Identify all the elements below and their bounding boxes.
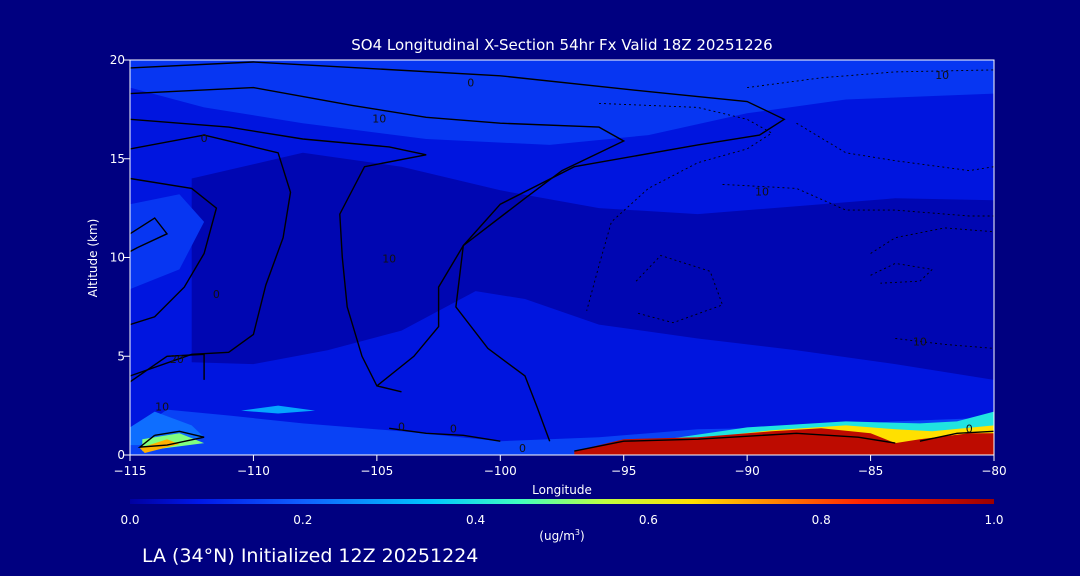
contour-label-5: 10: [935, 69, 949, 82]
contour-label-6: 0: [213, 288, 220, 301]
x-axis: −115 −110 −105 −100 −95 −90 −85 −80: [114, 455, 1007, 478]
x-tick-label: −100: [484, 464, 517, 478]
y-axis-label: Altitude (km): [86, 219, 100, 298]
colorbar-unit-close: ): [580, 529, 585, 543]
contour-line-c18: [870, 262, 934, 284]
contour-line-c15: [722, 183, 994, 217]
colorbar-unit-base: (ug/m: [539, 529, 575, 543]
colorbar-tick-label: 0.6: [639, 513, 658, 527]
contour-line-c9: [389, 427, 501, 442]
contour-label-13: 0: [519, 442, 526, 455]
x-tick-label: −80: [981, 464, 1006, 478]
contour-line-c14: [796, 122, 994, 172]
contour-line-c10: [574, 432, 896, 452]
y-tick-label: 10: [110, 251, 125, 265]
contour-line-layer: [130, 61, 994, 452]
concentration-fill-layer: [130, 60, 994, 455]
contour-label-8: 10: [913, 335, 927, 348]
contour-label-7: 10: [382, 253, 396, 266]
contour-line-c4: [130, 134, 292, 377]
contour-line-c7: [130, 353, 205, 383]
contour-label-11: 0: [398, 420, 405, 433]
x-tick-label: −90: [734, 464, 759, 478]
contour-label-3: 0: [201, 132, 208, 145]
chart-title: SO4 Longitudinal X-Section 54hr Fx Valid…: [351, 36, 772, 54]
contour-label-14: 0: [966, 422, 973, 435]
contour-line-c1: [130, 61, 786, 442]
concentration-fill-region-4: [130, 194, 205, 290]
colorbar-ramp: [130, 499, 994, 504]
colorbar-tick-label: 0.8: [812, 513, 831, 527]
contour-line-c8: [137, 430, 205, 448]
concentration-fill-region-2: [191, 152, 994, 380]
contour-line-c3: [130, 118, 427, 393]
x-tick-label: −115: [114, 464, 147, 478]
contour-line-c19: [895, 338, 994, 349]
x-axis-label: Longitude: [532, 483, 592, 497]
contour-label-12: 0: [450, 422, 457, 435]
colorbar-tick-label: 0.2: [293, 513, 312, 527]
colorbar-unit-exponent: 3: [575, 528, 580, 537]
plot-area: 0 10 0 10 10 0 10 10 20 10 0 0 0 0: [130, 60, 994, 455]
contour-line-c12: [586, 102, 773, 311]
contour-label-1: 0: [467, 77, 474, 90]
concentration-fill-region-11: [574, 428, 994, 455]
colorbar-unit-label: (ug/m3): [539, 528, 584, 543]
concentration-fill-region-3: [130, 60, 994, 145]
colorbar-tick-labels: 0.0 0.2 0.4 0.6 0.8 1.0: [120, 513, 1003, 527]
y-tick-label: 15: [110, 152, 125, 166]
y-tick-label: 5: [117, 349, 125, 363]
x-tick-label: −105: [360, 464, 393, 478]
contour-line-c6: [130, 217, 169, 253]
footer-init-label: LA (34°N) Initialized 12Z 20251224: [142, 545, 478, 567]
contour-label-4: 10: [755, 185, 769, 198]
contour-line-c13: [747, 69, 994, 89]
colorbar-tick-label: 0.4: [466, 513, 485, 527]
concentration-fill-region-7: [241, 405, 316, 414]
y-tick-label: 20: [110, 53, 125, 67]
x-tick-label: −110: [237, 464, 270, 478]
colorbar-tick-label: 0.0: [120, 513, 139, 527]
x-tick-label: −85: [858, 464, 883, 478]
contour-label-2: 10: [372, 112, 386, 125]
y-tick-label: 0: [117, 448, 125, 462]
colorbar-tick-label: 1.0: [984, 513, 1003, 527]
contour-label-10: 10: [155, 401, 169, 414]
contour-label-layer: 0 10 0 10 10 0 10 10 20 10 0 0 0 0: [155, 69, 973, 455]
x-tick-label: −95: [611, 464, 636, 478]
contour-line-c2: [130, 86, 626, 387]
contour-label-9: 20: [170, 353, 184, 366]
contour-line-c11: [919, 430, 994, 442]
y-axis: 0 5 10 15 20: [110, 53, 130, 462]
colorbar: 0.0 0.2 0.4 0.6 0.8 1.0 (ug/m3): [120, 499, 1004, 543]
contour-line-c5: [130, 177, 218, 326]
contour-line-c16: [635, 254, 724, 324]
